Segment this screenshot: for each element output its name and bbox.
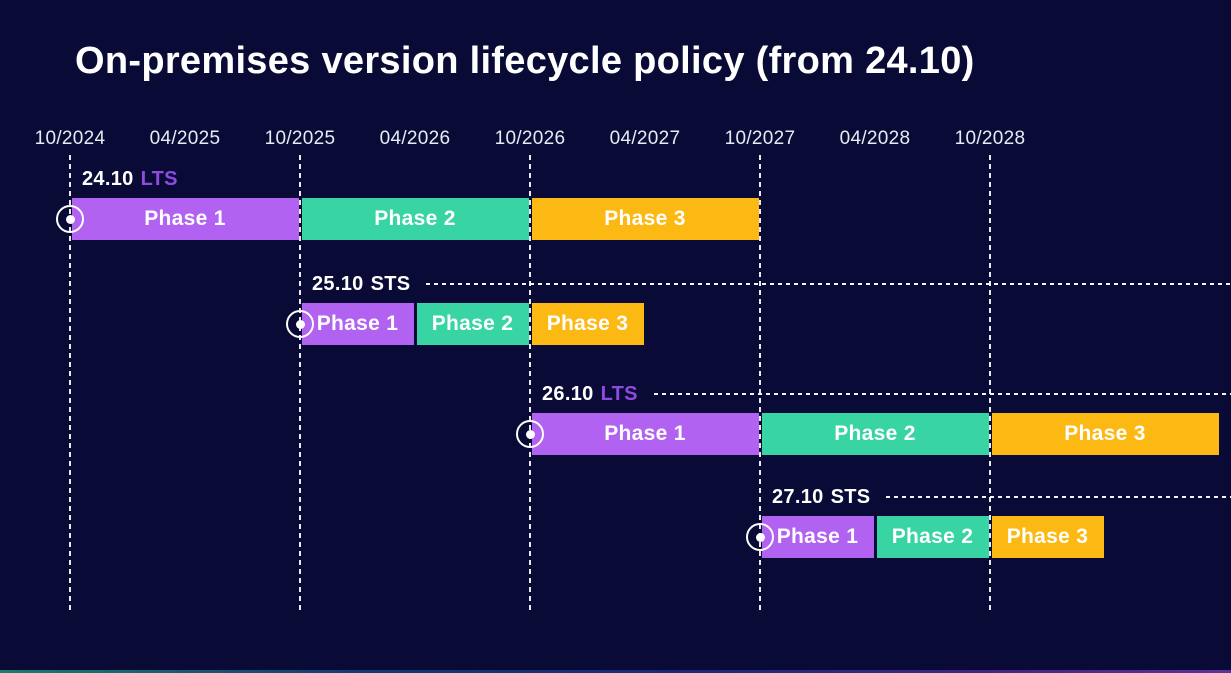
release-marker-icon <box>516 420 544 448</box>
gridline-vertical <box>69 155 71 612</box>
channel-label: STS <box>830 485 871 508</box>
bottom-gradient-strip <box>0 670 1231 673</box>
gridline-vertical <box>529 155 531 612</box>
guide-dashed-line <box>426 283 1231 285</box>
guide-dashed-line <box>886 496 1231 498</box>
version-label: 26.10 <box>542 382 594 405</box>
row-label: 26.10 LTS <box>542 383 1231 405</box>
axis-tick-label: 10/2025 <box>264 128 336 149</box>
version-label: 25.10 <box>312 272 364 295</box>
axis-tick-label: 04/2027 <box>609 128 681 149</box>
phase-bar-phase-3: Phase 3 <box>531 303 644 345</box>
axis-tick-label: 10/2027 <box>724 128 796 149</box>
gridline-vertical <box>299 155 301 612</box>
row-label-text: 27.10 STS <box>772 486 870 509</box>
release-marker-icon <box>746 523 774 551</box>
channel-label: LTS <box>600 382 638 405</box>
page-title: On-premises version lifecycle policy (fr… <box>75 40 975 82</box>
phase-bar-phase-1: Phase 1 <box>71 198 299 240</box>
phase-bar-phase-3: Phase 3 <box>991 413 1219 455</box>
axis-tick-label: 04/2028 <box>839 128 911 149</box>
release-marker-icon <box>56 205 84 233</box>
release-marker-icon <box>286 310 314 338</box>
version-label: 24.10 <box>82 167 134 190</box>
phase-bar-phase-2: Phase 2 <box>761 413 989 455</box>
phase-bar-phase-1: Phase 1 <box>761 516 874 558</box>
phase-bar-phase-2: Phase 2 <box>876 516 989 558</box>
row-label: 25.10 STS <box>312 273 1231 295</box>
axis-tick-label: 10/2028 <box>954 128 1026 149</box>
axis-tick-label: 04/2025 <box>149 128 221 149</box>
gridline-vertical <box>989 155 991 612</box>
guide-dashed-line <box>653 393 1231 395</box>
phase-bar-phase-2: Phase 2 <box>301 198 529 240</box>
version-label: 27.10 <box>772 485 824 508</box>
row-label-text: 26.10 LTS <box>542 383 638 406</box>
channel-label: LTS <box>140 167 178 190</box>
row-label-text: 24.10 LTS <box>82 168 178 191</box>
phase-bar-phase-3: Phase 3 <box>991 516 1104 558</box>
axis-tick-label: 04/2026 <box>379 128 451 149</box>
channel-label: STS <box>370 272 411 295</box>
row-label-text: 25.10 STS <box>312 273 410 296</box>
axis-tick-label: 10/2026 <box>494 128 566 149</box>
phase-bar-phase-2: Phase 2 <box>416 303 529 345</box>
row-label: 24.10 LTS <box>82 168 1231 190</box>
row-label: 27.10 STS <box>772 486 1231 508</box>
gridline-vertical <box>759 155 761 612</box>
phase-bar-phase-3: Phase 3 <box>531 198 759 240</box>
phase-bar-phase-1: Phase 1 <box>301 303 414 345</box>
phase-bar-phase-1: Phase 1 <box>531 413 759 455</box>
axis-tick-label: 10/2024 <box>34 128 106 149</box>
